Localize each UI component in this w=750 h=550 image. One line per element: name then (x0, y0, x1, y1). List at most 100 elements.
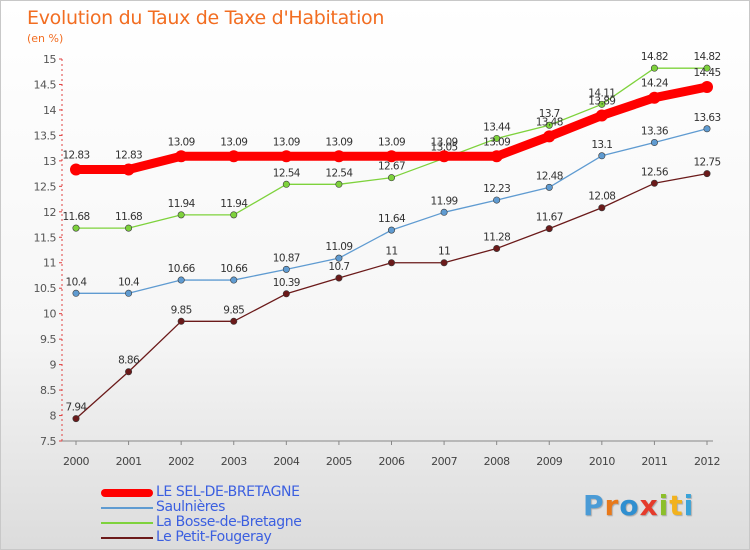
data-point (490, 150, 503, 163)
data-label: 13.09 (483, 136, 510, 148)
x-tick-label: 2008 (484, 455, 510, 468)
data-point (701, 81, 713, 94)
data-point (650, 64, 658, 72)
data-point (598, 152, 606, 160)
data-point (177, 211, 185, 219)
data-point (387, 174, 395, 182)
data-label: 12.54 (325, 167, 353, 179)
data-point (125, 368, 133, 376)
data-point (543, 130, 556, 143)
legend-label: LE SEL-DE-BRETAGNE (156, 484, 300, 500)
data-label: 14.82 (641, 51, 668, 63)
data-point (493, 134, 501, 142)
data-point (595, 109, 608, 122)
y-tick-label: 13 (43, 155, 56, 168)
data-label: 11 (385, 246, 397, 258)
x-tick-label: 2012 (694, 455, 720, 468)
chart-unit: (en %) (27, 32, 64, 45)
data-label: 10.4 (66, 276, 88, 288)
legend-swatch (101, 537, 153, 539)
data-label: 13.63 (693, 112, 720, 124)
data-label: 10.7 (328, 261, 349, 273)
y-tick-label: 14 (43, 104, 56, 117)
logo-letter: i (658, 489, 670, 522)
logo-letter: r (604, 489, 620, 522)
logo-letter: x (639, 489, 659, 522)
data-point (387, 259, 395, 267)
data-point (545, 121, 553, 129)
data-point (335, 254, 343, 262)
legend-label: Le Petit-Fougeray (156, 529, 272, 545)
x-tick-label: 2009 (536, 455, 562, 468)
data-point (335, 180, 343, 188)
data-point (280, 150, 293, 163)
data-point (282, 290, 290, 298)
data-point (177, 276, 185, 284)
data-label: 13.36 (641, 126, 669, 138)
x-tick-label: 2006 (379, 455, 405, 468)
data-point (72, 224, 80, 232)
logo-letter: o (619, 489, 640, 522)
data-label: 13.09 (273, 136, 300, 148)
series-lines (71, 67, 712, 420)
chart-axes: 7.5 8 8.5 9 9.5 10 10.5 11 11.5 12 12.5 13 13.5 14 14.… (34, 53, 721, 468)
data-point (440, 259, 448, 267)
data-label: 11.68 (115, 211, 142, 223)
logo-letter: i (683, 489, 695, 522)
data-label: 11.09 (325, 241, 352, 253)
data-point (72, 415, 80, 423)
data-point (125, 289, 133, 297)
data-label: 14.82 (693, 51, 720, 63)
data-label: 11.99 (431, 195, 458, 207)
data-label: 13.09 (220, 136, 247, 148)
data-point (385, 150, 398, 163)
data-label: 12.75 (693, 157, 720, 169)
data-point (335, 274, 343, 282)
legend-label: Saulnières (156, 499, 225, 515)
data-label: 10.66 (220, 263, 248, 275)
x-tick-label: 2002 (168, 455, 194, 468)
y-tick-label: 11.5 (34, 231, 57, 244)
data-label: 8.86 (118, 355, 140, 367)
chart-title: Evolution du Taux de Taxe d'Habitation (27, 7, 385, 29)
y-tick-label: 12 (43, 206, 56, 219)
proxiti-logo: Proxiti (583, 489, 694, 522)
data-point (230, 211, 238, 219)
data-label: 9.85 (223, 304, 244, 316)
data-point (703, 64, 711, 72)
x-tick-label: 2003 (221, 455, 247, 468)
data-point (70, 163, 82, 176)
data-label: 10.66 (168, 263, 196, 275)
data-label: 11.28 (483, 231, 510, 243)
legend-label: La Bosse-de-Bretagne (156, 514, 302, 530)
data-label: 11.94 (220, 198, 248, 210)
data-label: 14.45 (693, 67, 720, 79)
data-label: 11 (438, 246, 450, 258)
data-label: 12.67 (378, 161, 405, 173)
data-point (440, 208, 448, 216)
y-tick-label: 9.5 (40, 333, 56, 346)
data-point (387, 226, 395, 234)
data-point (703, 170, 711, 178)
data-label: 14.24 (641, 78, 669, 90)
logo-letter: t (669, 489, 684, 522)
data-point (332, 150, 345, 163)
data-point (545, 225, 553, 233)
y-tick-label: 10 (43, 308, 56, 321)
data-point (545, 183, 553, 191)
data-label: 11.94 (168, 198, 196, 210)
data-label: 13.7 (539, 108, 560, 120)
data-label: 12.56 (641, 166, 669, 178)
data-label: 13.48 (536, 116, 563, 128)
data-point (648, 91, 661, 104)
data-label: 7.94 (66, 402, 88, 414)
y-tick-label: 9 (50, 359, 57, 372)
data-label: 12.54 (273, 167, 301, 179)
data-point (650, 179, 658, 187)
data-point (650, 139, 658, 147)
y-tick-label: 12.5 (34, 180, 57, 193)
data-point (282, 180, 290, 188)
data-labels: 7.94 8.86 9.85 9.85 10.39 10.7 11 11 11.28 11.67 1… (62, 51, 721, 414)
data-point (177, 317, 185, 325)
